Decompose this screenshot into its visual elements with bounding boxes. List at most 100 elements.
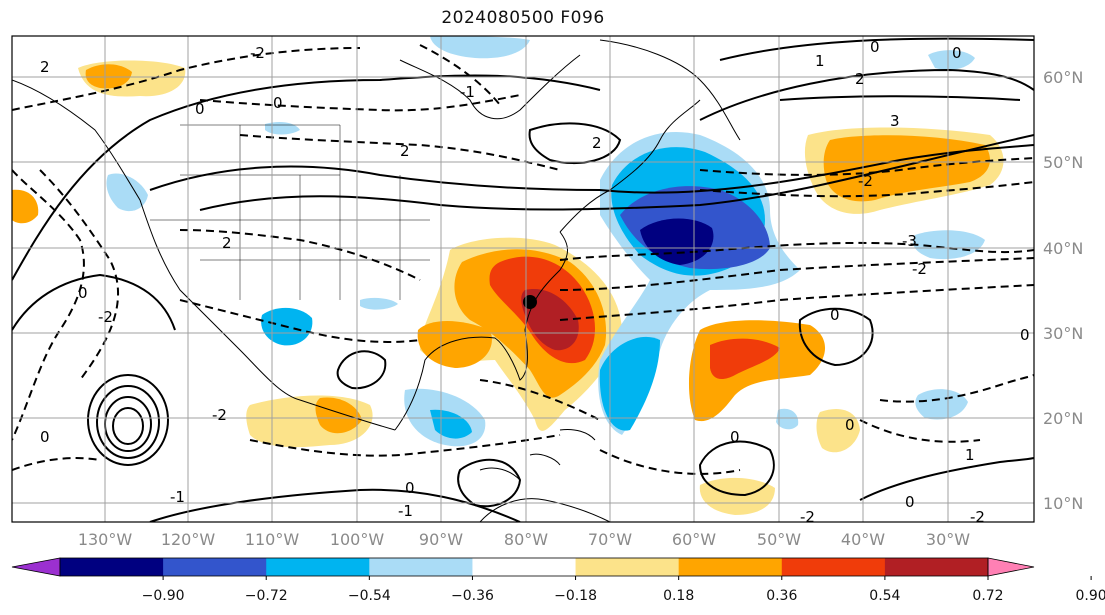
north-america-west-coast — [12, 79, 396, 431]
contour-dashed-19 — [859, 419, 981, 443]
contour-label: 0 — [40, 428, 50, 446]
negative-anomaly-north — [430, 36, 530, 59]
contour-label: -2 — [212, 406, 227, 424]
contour-label: 0 — [195, 100, 205, 118]
contour-label: 0 — [870, 38, 880, 56]
map-frame — [11, 35, 1035, 523]
latitude-label: 20°N — [1043, 409, 1083, 428]
contour-dashed-3 — [239, 134, 561, 171]
colorbar-tick-label: −0.90 — [142, 588, 185, 604]
contour-solid-5 — [719, 37, 1034, 61]
colorbar-tick-label: 0.90 — [1076, 588, 1105, 604]
contour-label: -2 — [250, 44, 265, 62]
contour-dashed-16 — [879, 374, 1034, 403]
negative-anomaly-small-east — [776, 408, 799, 430]
contour-label: 2 — [400, 142, 410, 160]
colorbar-tick-label: −0.36 — [451, 588, 494, 604]
latitude-label: 30°N — [1043, 324, 1083, 343]
colorbar-segment — [266, 558, 370, 576]
contour-label: -2 — [912, 260, 927, 278]
negative-anomaly-east-atlantic — [913, 230, 985, 260]
contour-dashed-17 — [12, 457, 101, 471]
longitude-label: 130°W — [78, 530, 133, 549]
south-america-coast — [479, 498, 611, 522]
colorbar-segment — [60, 558, 164, 576]
negative-anomaly-ne-small — [928, 50, 975, 70]
positive-anomaly-west-edge — [12, 189, 39, 224]
contour-label: 0 — [78, 284, 88, 302]
contour-label: 0 — [830, 306, 840, 324]
contour-solid-9 — [798, 307, 874, 367]
contour-solid-4 — [699, 68, 1034, 121]
contour-dashed-15 — [599, 449, 741, 475]
caribbean-islands — [479, 429, 596, 481]
low-ring-2 — [96, 385, 160, 459]
colorbar-extend-low — [11, 557, 61, 577]
contour-label: 0 — [952, 44, 962, 62]
colorbar-segment — [781, 558, 886, 576]
positive-anomaly-mexico-core — [315, 397, 362, 434]
contour-dashed-8 — [179, 299, 421, 343]
contour-dashed-1 — [12, 47, 361, 111]
contour-dashed-lines — [12, 44, 1034, 475]
colorbar-segment — [678, 558, 783, 576]
longitude-label: 100°W — [330, 530, 385, 549]
contour-dashed-12 — [699, 157, 1034, 176]
gridlines — [12, 36, 1034, 522]
longitude-label: 110°W — [245, 530, 300, 549]
low-ring-1 — [87, 374, 169, 466]
colorbar: −0.90 −0.72 −0.54 −0.36 −0.18 0.18 0.36 0.54 0.7… — [11, 557, 1105, 604]
contour-solid-13 — [149, 488, 521, 522]
contour-solid-14 — [859, 457, 1034, 501]
state-borders — [150, 124, 430, 300]
contour-label: -2 — [98, 308, 113, 326]
marker-dot — [523, 295, 537, 309]
contour-label: 2 — [592, 134, 602, 152]
colorbar-tick-label: −0.54 — [348, 588, 391, 604]
colorbar-tick-label: 0.18 — [663, 588, 694, 604]
contour-dashed-11 — [559, 284, 1034, 321]
contour-label: 1 — [965, 446, 975, 464]
colorbar-tick-label: −0.72 — [245, 588, 288, 604]
contour-dashed-2 — [199, 94, 521, 112]
colorbar-tick-label: −0.18 — [554, 588, 597, 604]
contour-label: 1 — [815, 52, 825, 70]
map-title: 2024080500 F096 — [441, 8, 605, 28]
contour-label: 0 — [273, 94, 283, 112]
colorbar-tick-label: 0.72 — [972, 588, 1003, 604]
negative-anomaly-pacific — [106, 173, 148, 212]
longitude-label: 80°W — [504, 530, 548, 549]
longitude-label: 90°W — [419, 530, 463, 549]
positive-anomaly-nw-core — [85, 64, 132, 89]
colorbar-segment — [163, 558, 267, 576]
colorbar-segment — [884, 558, 989, 576]
contour-dashed-18 — [479, 379, 601, 421]
contour-dashed-14 — [249, 434, 561, 457]
colorbar-segment — [369, 558, 473, 576]
positive-anomaly-south — [699, 477, 775, 515]
contour-solid-7 — [12, 273, 176, 331]
longitude-label: 120°W — [161, 530, 216, 549]
negative-anomaly-tail — [599, 336, 660, 431]
contour-solid-6 — [779, 95, 1021, 101]
contour-solid-10 — [698, 440, 775, 497]
negative-anomaly-central — [360, 297, 398, 310]
contour-lines — [12, 37, 1034, 522]
latitude-label: 40°N — [1043, 239, 1083, 258]
positive-anomaly-east — [816, 409, 860, 453]
latitude-label: 10°N — [1043, 494, 1083, 513]
longitude-label: 40°W — [841, 530, 885, 549]
contour-solid-3 — [199, 134, 1034, 211]
colorbar-frame — [59, 557, 989, 577]
longitude-label: 60°W — [672, 530, 716, 549]
contour-solid-1 — [12, 74, 601, 281]
colorbar-tick-label: 0.36 — [766, 588, 797, 604]
contour-dashed-7 — [179, 229, 421, 281]
longitude-label: 30°W — [926, 530, 970, 549]
contour-solid-8 — [528, 122, 622, 164]
contour-solid-12 — [457, 458, 522, 508]
contour-labels: -2 2 0 0 -1 2 2 1 2 0 0 3 -2 -3 -2 2 0 -… — [40, 38, 1030, 526]
contour-label: 3 — [890, 112, 900, 130]
contour-dashed-9 — [559, 241, 1034, 261]
contour-solid-2 — [149, 144, 1034, 194]
